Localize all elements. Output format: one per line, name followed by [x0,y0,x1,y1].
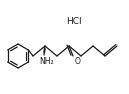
Text: NH₂: NH₂ [39,56,54,66]
Text: HCl: HCl [66,17,82,27]
Text: O: O [75,57,80,66]
